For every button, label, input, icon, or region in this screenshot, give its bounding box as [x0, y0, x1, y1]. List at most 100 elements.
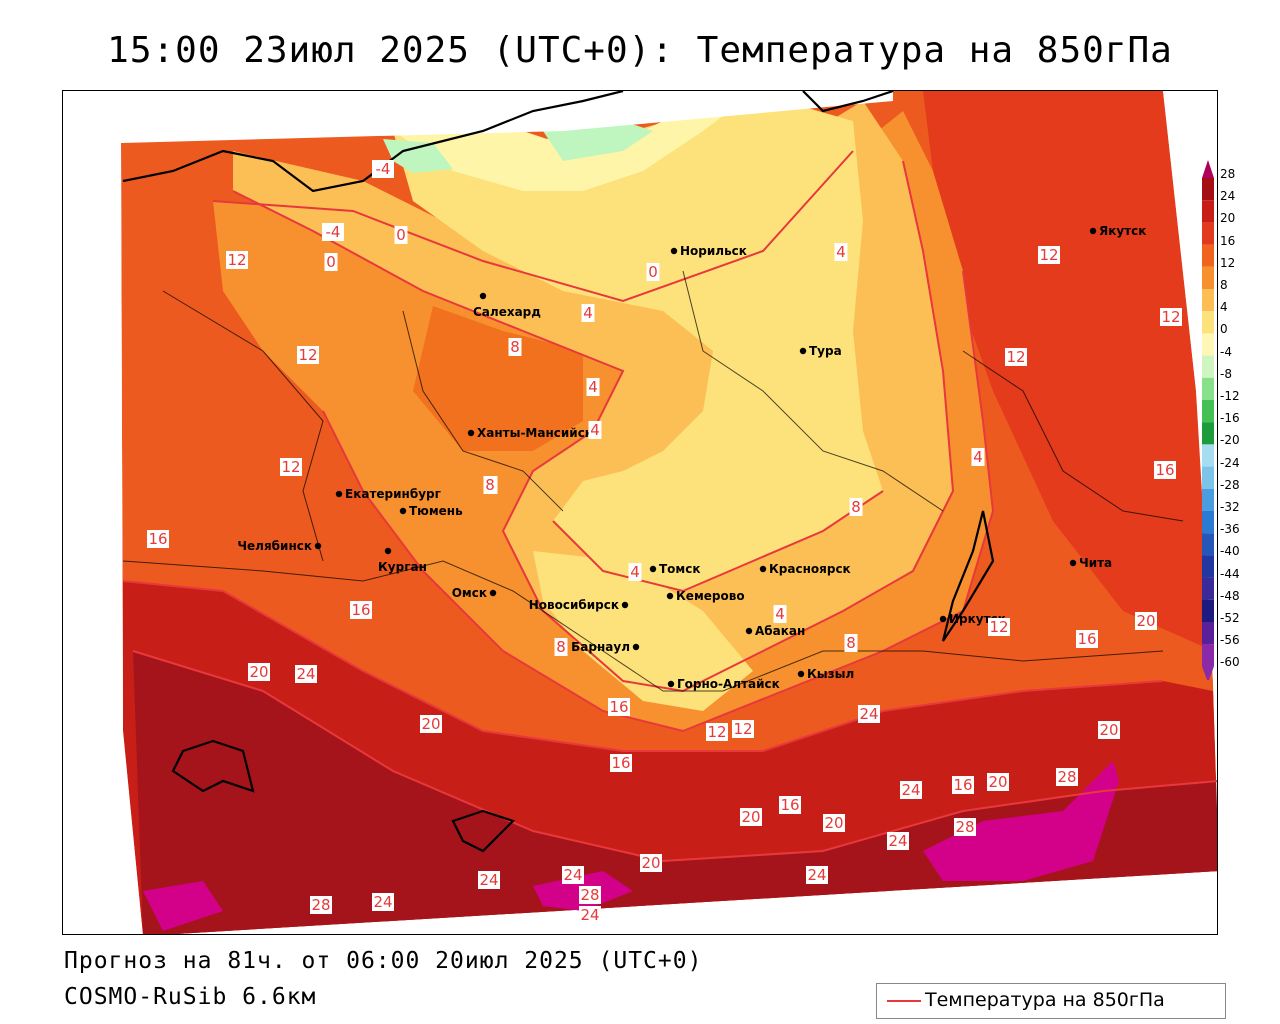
forecast-info: Прогноз на 81ч. от 06:00 20июл 2025 (UTC… [64, 948, 703, 974]
contour-label-bg [1038, 246, 1060, 264]
colorbar-tick-label: -16 [1220, 411, 1240, 426]
zone-core-south [533, 551, 753, 711]
contour-label: 20 [421, 715, 440, 733]
contour-label-bg [508, 338, 522, 356]
contour-label: 24 [580, 906, 599, 924]
contour-label-bg [147, 530, 169, 548]
city-label: Екатеринбург [345, 487, 441, 501]
colorbar-segment [1202, 511, 1214, 534]
contour-label-bg [987, 773, 1009, 791]
contour-label: 24 [296, 665, 315, 683]
colorbar-tick-label: 24 [1220, 189, 1236, 204]
contour-label: 8 [485, 476, 495, 494]
city-label: Омск [452, 586, 487, 600]
zone-minus8-b [543, 121, 653, 161]
city-label: Новосибирск [529, 598, 619, 612]
city-label: Челябинск [237, 539, 312, 553]
colorbar-segment [1202, 444, 1214, 467]
contour-label: 28 [580, 886, 599, 904]
colorbar-segment [1202, 644, 1214, 667]
colorbar-tick-label: -52 [1220, 611, 1240, 625]
contour-label-bg [579, 886, 601, 904]
contour-label-bg [608, 698, 630, 716]
contour-label: 24 [807, 866, 826, 884]
contour-label-bg [248, 663, 270, 681]
contour-label-bg [773, 605, 787, 623]
colorbar-tick-label: -12 [1220, 389, 1240, 403]
legend-line-swatch [887, 1000, 921, 1002]
contour-label: 24 [901, 781, 920, 799]
colorbar-segment [1202, 200, 1214, 223]
contour-label: 16 [609, 698, 628, 716]
contour-label-bg [562, 866, 584, 884]
contour-label-bg [732, 720, 754, 738]
colorbar-segment [1202, 222, 1214, 245]
contour-label-bg [1135, 612, 1157, 630]
city-label: Кызыл [807, 667, 854, 681]
colorbar-tick-label: 0 [1220, 322, 1228, 337]
zone-minus8 [383, 139, 453, 173]
contour-label-bg [394, 226, 408, 244]
colorbar-segment [1202, 178, 1214, 201]
colorbar-segment [1202, 333, 1214, 356]
contour-label-bg [350, 601, 372, 619]
contour-label-bg [844, 634, 858, 652]
colorbar-segment [1202, 266, 1214, 289]
contour-label: 8 [510, 338, 520, 356]
colorbar-tick-label: 4 [1220, 300, 1228, 315]
city-label: Красноярск [769, 562, 851, 576]
city-marker [745, 627, 753, 635]
contour-label: -4 [326, 223, 341, 241]
colorbar-top-arrow [1202, 160, 1214, 178]
colorbar-segment [1202, 622, 1214, 645]
contour-label: 20 [641, 854, 660, 872]
contour-label-bg [226, 251, 248, 269]
contour-label-bg [588, 421, 602, 439]
city-label: Салехард [473, 305, 541, 319]
contour-label: 28 [1057, 768, 1076, 786]
contour-label: 24 [479, 871, 498, 889]
legend-label: Температура на 850гПа [925, 989, 1165, 1011]
contour-label: 20 [741, 808, 760, 826]
city-marker [399, 507, 407, 515]
colorbar-bottom-arrow [1202, 666, 1214, 680]
colorbar-tick-label: 28 [1220, 167, 1236, 181]
contour-label-bg [640, 854, 662, 872]
contour-label-bg [823, 814, 845, 832]
city-label: Кемерово [676, 589, 745, 603]
legend: Температура на 850гПа [876, 983, 1226, 1019]
colorbar-tick-label: -44 [1220, 566, 1240, 581]
colorbar-segment [1202, 311, 1214, 334]
contour-label: 12 [298, 346, 317, 364]
colorbar-tick-label: 12 [1220, 255, 1236, 270]
contour-label: -4 [376, 160, 391, 178]
contour-label: 16 [611, 754, 630, 772]
colorbar-tick-label: -24 [1220, 455, 1240, 470]
city-marker [939, 615, 947, 623]
colorbar-tick-label: -60 [1220, 655, 1240, 670]
contour-label-bg [310, 896, 332, 914]
city-label: Тура [809, 344, 842, 358]
contour-label: 28 [955, 818, 974, 836]
contour-label-bg [706, 723, 728, 741]
map-area[interactable]: Норильск Салехард Тура Якутск Ханты-Мансийск… [62, 90, 1218, 935]
city-label: Абакан [755, 624, 805, 638]
colorbar-tick-label: -8 [1220, 366, 1232, 381]
city-marker [467, 429, 475, 437]
contour-label-bg [554, 638, 568, 656]
map-overlay: Норильск Салехард Тура Якутск Ханты-Мансийск… [147, 160, 1182, 924]
colorbar-tick-label: -40 [1220, 544, 1240, 559]
city-label: Чита [1079, 556, 1112, 570]
contour-label-bg [420, 715, 442, 733]
colorbar-segment [1202, 244, 1214, 267]
contour-label: 16 [1077, 630, 1096, 648]
contour-label: 16 [148, 530, 167, 548]
contour-label: 16 [780, 796, 799, 814]
colorbar [1202, 160, 1214, 680]
zone-12-inner [413, 306, 583, 451]
city-label: Якутск [1099, 224, 1146, 238]
city-marker [489, 589, 497, 597]
contour-label-bg [988, 618, 1010, 636]
contour-label: 20 [824, 814, 843, 832]
colorbar-segment [1202, 533, 1214, 556]
